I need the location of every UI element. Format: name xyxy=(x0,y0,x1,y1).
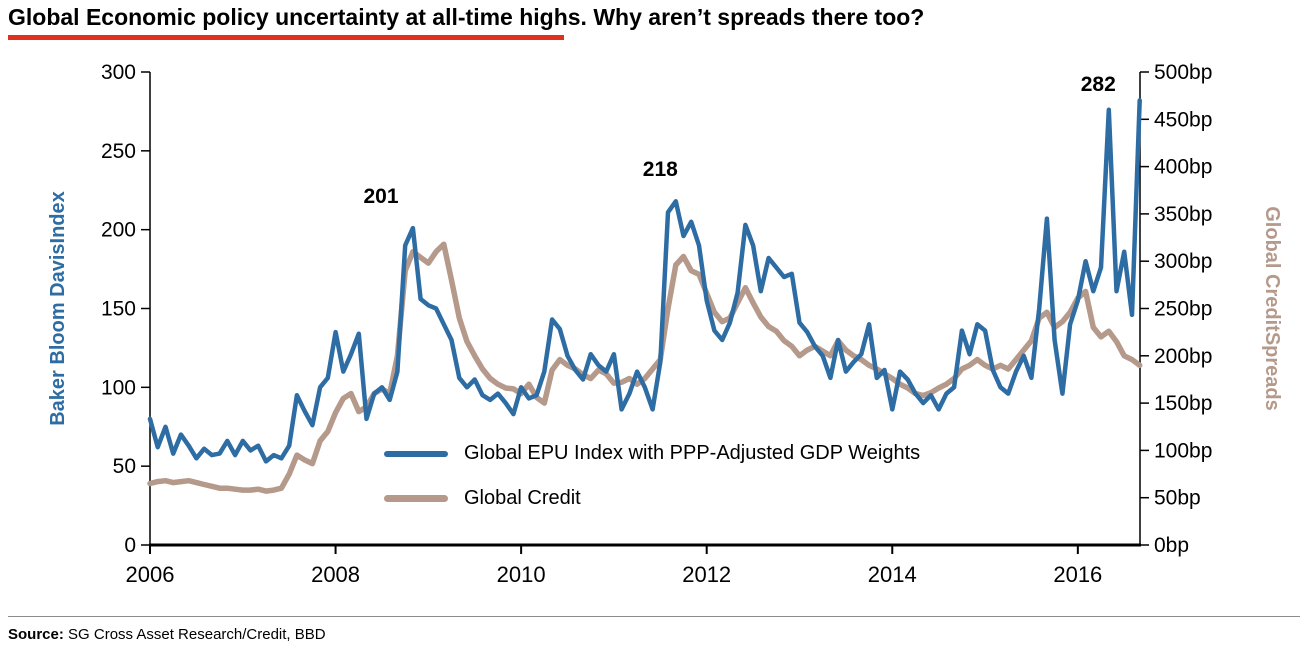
epu-line-swatch-icon xyxy=(384,450,448,457)
source-line: Source: SG Cross Asset Research/Credit, … xyxy=(8,616,1300,643)
y-left-tick-label: 300 xyxy=(101,61,136,84)
y-left-tick-label: 0 xyxy=(124,534,136,557)
chart-plot: 0 50 100 150 200 250 300 0bp 50bp 100bp 150bp 200bp… xyxy=(47,61,1283,587)
y-right-tick-label: 500bp xyxy=(1154,61,1212,84)
y-left-axis-title: Baker Bloom DavisIndex xyxy=(47,191,69,426)
y-right-axis-title: Global CreditSpreads xyxy=(1261,206,1283,411)
y-right-tick-label: 200bp xyxy=(1154,345,1212,368)
source-text: SG Cross Asset Research/Credit, BBD xyxy=(63,626,326,643)
y-right-tick-label: 150bp xyxy=(1154,392,1212,415)
y-left-tick-label: 200 xyxy=(101,219,136,242)
chart-area: 0 50 100 150 200 250 300 0bp 50bp 100bp 150bp 200bp… xyxy=(0,40,1310,605)
y-left-tick-label: 250 xyxy=(101,140,136,163)
y-left-tick-label: 100 xyxy=(101,376,136,399)
chart-header: Global Economic policy uncertainty at al… xyxy=(8,4,1302,40)
source-label: Source: xyxy=(8,626,64,643)
y-right-tick-label: 450bp xyxy=(1154,108,1212,131)
y-right-tick-label: 50bp xyxy=(1154,487,1201,510)
x-tick-label: 2012 xyxy=(682,562,731,587)
x-tick-label: 2016 xyxy=(1053,562,1102,587)
epu-series-line xyxy=(147,98,1142,464)
y-right-tick-label: 100bp xyxy=(1154,439,1212,462)
chart-title: Global Economic policy uncertainty at al… xyxy=(8,4,925,30)
legend-item-epu: Global EPU Index with PPP-Adjusted GDP W… xyxy=(384,442,920,465)
x-tick-label: 2008 xyxy=(311,562,360,587)
x-tick-label: 2014 xyxy=(868,562,917,587)
y-right-tick-label: 250bp xyxy=(1154,298,1212,321)
x-tick-label: 2006 xyxy=(126,562,175,587)
y-left-tick-label: 50 xyxy=(113,455,136,478)
y-right-tick-label: 400bp xyxy=(1154,156,1212,179)
x-tick-label: 2010 xyxy=(497,562,546,587)
annotation-282: 282 xyxy=(1081,73,1116,96)
legend-label-credit: Global Credit xyxy=(464,487,581,509)
legend: Global EPU Index with PPP-Adjusted GDP W… xyxy=(384,442,920,510)
annotation-201: 201 xyxy=(364,185,399,208)
y-left-tick-label: 150 xyxy=(101,298,136,321)
legend-item-credit: Global Credit xyxy=(384,487,920,510)
y-right-tick-label: 350bp xyxy=(1154,203,1212,226)
credit-line-swatch-icon xyxy=(384,495,448,502)
credit-series-line xyxy=(147,241,1143,494)
legend-label-epu: Global EPU Index with PPP-Adjusted GDP W… xyxy=(464,442,921,464)
y-right-tick-label: 300bp xyxy=(1154,250,1212,273)
title-underline xyxy=(8,35,564,40)
annotation-218: 218 xyxy=(643,158,678,181)
y-right-tick-label: 0bp xyxy=(1154,534,1189,557)
